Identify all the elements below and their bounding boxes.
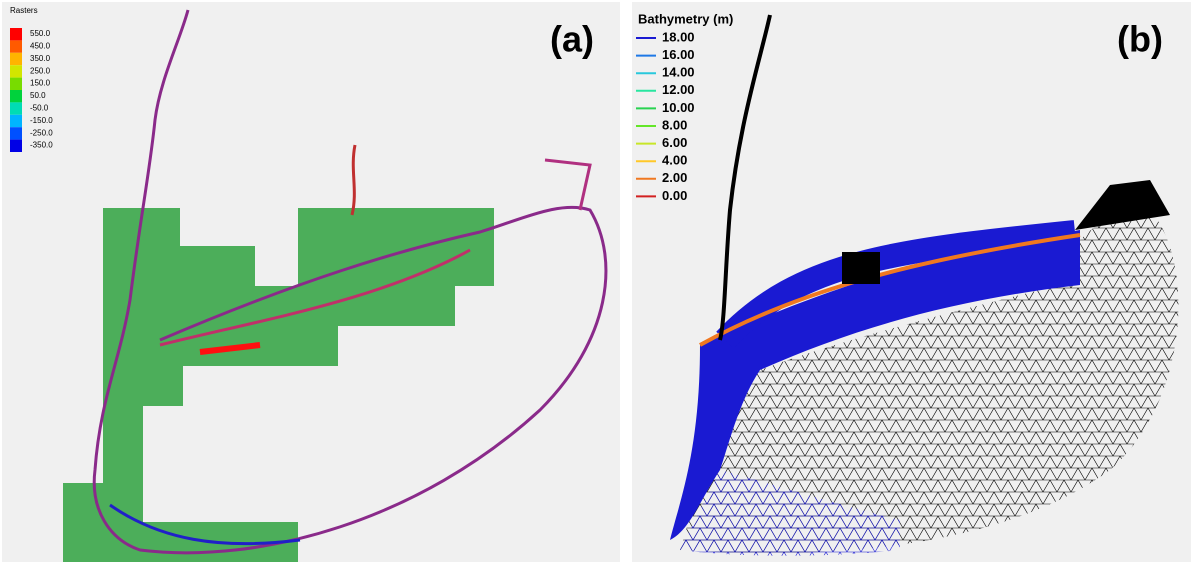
legend-label: 16.00 xyxy=(662,47,695,62)
legend-label: -150.0 xyxy=(30,116,53,125)
legend-label: 10.00 xyxy=(662,100,695,115)
legend-label: 14.00 xyxy=(662,65,695,80)
legend-label: -350.0 xyxy=(30,141,53,150)
legend-label: -50.0 xyxy=(30,104,49,113)
figure: (a) Rasters 550.0 450.0 350.0 250.0 150.0 50.… xyxy=(0,0,1193,564)
legend-label: 350.0 xyxy=(30,54,51,63)
legend-swatch xyxy=(10,102,22,114)
legend-label: 2.00 xyxy=(662,170,687,185)
legend-swatch xyxy=(10,40,22,52)
legend-swatch xyxy=(10,65,22,77)
legend-label: 50.0 xyxy=(30,91,46,100)
page: {"panels": [ {"label": "(a)", "legend": … xyxy=(0,0,1193,564)
legend-swatch xyxy=(10,90,22,102)
panel-label: (a) xyxy=(550,19,594,60)
legend-title: Rasters xyxy=(10,6,38,15)
legend-label: 8.00 xyxy=(662,117,687,132)
legend-label: 4.00 xyxy=(662,153,687,168)
legend-label: 150.0 xyxy=(30,79,51,88)
legend-swatch xyxy=(10,127,22,139)
legend-label: 6.00 xyxy=(662,135,687,150)
legend-label: -250.0 xyxy=(30,128,53,137)
legend-swatch xyxy=(10,53,22,65)
panel-label: (b) xyxy=(1117,19,1163,60)
legend-swatch xyxy=(10,78,22,90)
legend-label: 12.00 xyxy=(662,82,695,97)
legend-title: Bathymetry (m) xyxy=(638,11,733,26)
legend-label: 18.00 xyxy=(662,29,695,44)
legend-swatch xyxy=(10,140,22,152)
legend-label: 550.0 xyxy=(30,29,51,38)
legend-label: 0.00 xyxy=(662,188,687,203)
legend-label: 250.0 xyxy=(30,66,51,75)
legend-label: 450.0 xyxy=(30,42,51,51)
legend-swatch xyxy=(10,28,22,40)
legend-swatch xyxy=(10,115,22,127)
